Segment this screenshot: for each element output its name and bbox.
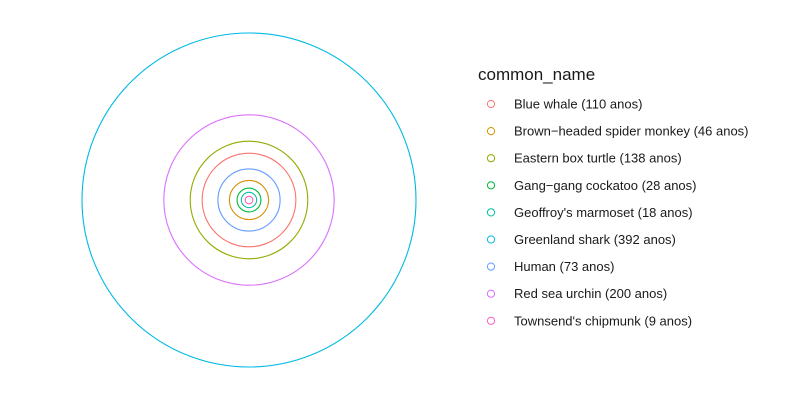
circle-eastern-box-turtle (190, 141, 308, 259)
legend: common_name Blue whale (110 anos) Brown−h… (478, 65, 749, 328)
legend-label-gang-gang-cockatoo: Gang−gang cockatoo (28 anos) (514, 178, 697, 193)
circle-geoffroys-marmoset (241, 192, 256, 207)
circle-greenland-shark (82, 33, 416, 367)
legend-item-blue-whale: Blue whale (110 anos) (487, 97, 642, 112)
legend-item-eastern-box-turtle: Eastern box turtle (138 anos) (487, 151, 681, 166)
legend-key-townsends-chipmunk (487, 317, 494, 324)
circle-blue-whale (202, 153, 296, 247)
legend-label-townsends-chipmunk: Townsend's chipmunk (9 anos) (514, 313, 692, 328)
legend-label-red-sea-urchin: Red sea urchin (200 anos) (514, 286, 667, 301)
legend-label-eastern-box-turtle: Eastern box turtle (138 anos) (514, 151, 682, 166)
legend-title: common_name (478, 65, 595, 84)
legend-key-blue-whale (487, 100, 494, 107)
legend-item-greenland-shark: Greenland shark (392 anos) (487, 232, 675, 247)
circle-red-sea-urchin (164, 115, 334, 285)
legend-key-brown-headed-spider-monkey (487, 128, 494, 135)
legend-item-human: Human (73 anos) (487, 259, 614, 274)
legend-key-red-sea-urchin (487, 290, 494, 297)
legend-item-brown-headed-spider-monkey: Brown−headed spider monkey (46 anos) (487, 124, 748, 139)
legend-item-red-sea-urchin: Red sea urchin (200 anos) (487, 286, 667, 301)
circle-townsends-chipmunk (245, 196, 253, 204)
legend-key-geoffroys-marmoset (487, 209, 494, 216)
circle-human (218, 169, 280, 231)
legend-key-human (487, 263, 494, 270)
circles-layer (82, 33, 416, 367)
legend-key-gang-gang-cockatoo (487, 182, 494, 189)
legend-item-townsends-chipmunk: Townsend's chipmunk (9 anos) (487, 313, 692, 328)
legend-items: Blue whale (110 anos) Brown−headed spider… (487, 97, 748, 329)
circle-brown-headed-spider-monkey (229, 180, 268, 219)
legend-item-geoffroys-marmoset: Geoffroy's marmoset (18 anos) (487, 205, 692, 220)
legend-key-eastern-box-turtle (487, 155, 494, 162)
legend-label-blue-whale: Blue whale (110 anos) (514, 97, 642, 112)
circle-gang-gang-cockatoo (237, 188, 261, 212)
legend-label-human: Human (73 anos) (514, 259, 614, 274)
legend-label-geoffroys-marmoset: Geoffroy's marmoset (18 anos) (514, 205, 693, 220)
legend-key-greenland-shark (487, 236, 494, 243)
legend-label-brown-headed-spider-monkey: Brown−headed spider monkey (46 anos) (514, 124, 749, 139)
legend-item-gang-gang-cockatoo: Gang−gang cockatoo (28 anos) (487, 178, 696, 193)
legend-label-greenland-shark: Greenland shark (392 anos) (514, 232, 676, 247)
